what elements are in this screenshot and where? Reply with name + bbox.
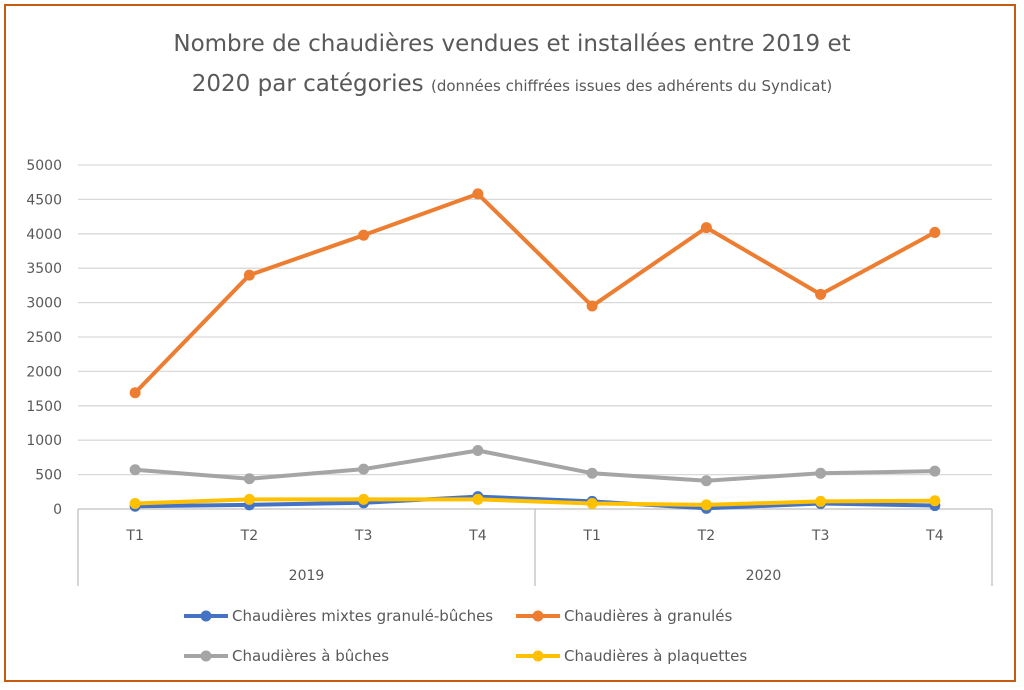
title-line-2: 2020 par catégories (données chiffrées i…	[0, 64, 1024, 106]
legend-label: Chaudières à bûches	[232, 647, 389, 665]
data-point	[929, 465, 941, 477]
data-point	[243, 269, 255, 281]
data-point	[700, 475, 712, 487]
y-tick-label: 3000	[26, 296, 62, 312]
x-axis: 2019 2020 T1 T2 T3 T4 T1 T2 T3 T4	[77, 509, 993, 586]
data-point	[129, 497, 141, 509]
legend-swatch-marker	[532, 610, 544, 622]
title-line-2-text: 2020 par catégories	[191, 71, 424, 97]
data-point	[929, 226, 941, 238]
data-point	[243, 473, 255, 485]
y-tick-label: 2000	[26, 364, 62, 380]
data-point	[815, 495, 827, 507]
data-point	[815, 288, 827, 300]
legend-swatch-marker	[200, 650, 212, 662]
legend-item: Chaudières mixtes granulé-bûches	[184, 607, 493, 625]
data-point	[358, 493, 370, 505]
data-point	[358, 463, 370, 475]
x-group-label: 2020	[746, 568, 782, 584]
legend-item: Chaudières à granulés	[516, 607, 732, 625]
data-point	[243, 493, 255, 505]
legend-item: Chaudières à bûches	[184, 647, 389, 665]
legend-item: Chaudières à plaquettes	[516, 647, 747, 665]
data-point	[586, 497, 598, 509]
title-line-1: Nombre de chaudières vendues et installé…	[173, 31, 851, 57]
y-tick-label: 2500	[26, 330, 62, 346]
legend-label: Chaudières à granulés	[564, 607, 732, 625]
series-line	[133, 191, 936, 395]
y-tick-label: 0	[53, 502, 62, 518]
x-tick-label: T1	[582, 528, 600, 544]
data-point	[472, 493, 484, 505]
x-group-label: 2019	[289, 568, 325, 584]
legend-label: Chaudières à plaquettes	[564, 647, 747, 665]
x-tick-label: T3	[354, 528, 372, 544]
data-point	[700, 222, 712, 234]
data-point	[472, 445, 484, 457]
x-tick-label: T1	[125, 528, 143, 544]
x-tick-label: T2	[697, 528, 715, 544]
chart-frame	[4, 4, 1016, 682]
data-point	[129, 387, 141, 399]
series-lines	[129, 188, 941, 514]
y-axis-tick-labels: 0 500 1000 1500 2000 2500 3000 3500 4000 4500 5000	[26, 158, 62, 518]
data-point	[815, 467, 827, 479]
y-tick-label: 4000	[26, 227, 62, 243]
data-point	[472, 188, 484, 200]
y-tick-label: 4500	[26, 192, 62, 208]
legend-swatch-marker	[200, 610, 212, 622]
legend-swatch-marker	[532, 650, 544, 662]
gridlines	[78, 164, 992, 510]
chart-title: Nombre de chaudières vendues et installé…	[0, 24, 1024, 106]
data-point	[700, 499, 712, 511]
data-point	[929, 495, 941, 507]
y-tick-label: 1000	[26, 433, 62, 449]
y-tick-label: 500	[35, 468, 62, 484]
x-tick-label: T4	[468, 528, 487, 544]
x-tick-label: T4	[925, 528, 944, 544]
series-line	[135, 494, 935, 511]
data-point	[129, 464, 141, 476]
legend: Chaudières mixtes granulé-bûches Chaudièr…	[184, 607, 747, 665]
data-point	[586, 467, 598, 479]
data-point	[586, 300, 598, 312]
x-tick-label: T2	[240, 528, 258, 544]
y-tick-label: 5000	[26, 158, 62, 174]
y-tick-label: 1500	[26, 399, 62, 415]
data-point	[358, 229, 370, 241]
x-tick-label: T3	[811, 528, 829, 544]
series-line	[135, 497, 935, 507]
legend-label: Chaudières mixtes granulé-bûches	[232, 607, 493, 625]
y-tick-label: 3500	[26, 261, 62, 277]
series-line	[134, 448, 935, 483]
chart-subtitle: (données chiffrées issues des adhérents …	[430, 77, 833, 95]
